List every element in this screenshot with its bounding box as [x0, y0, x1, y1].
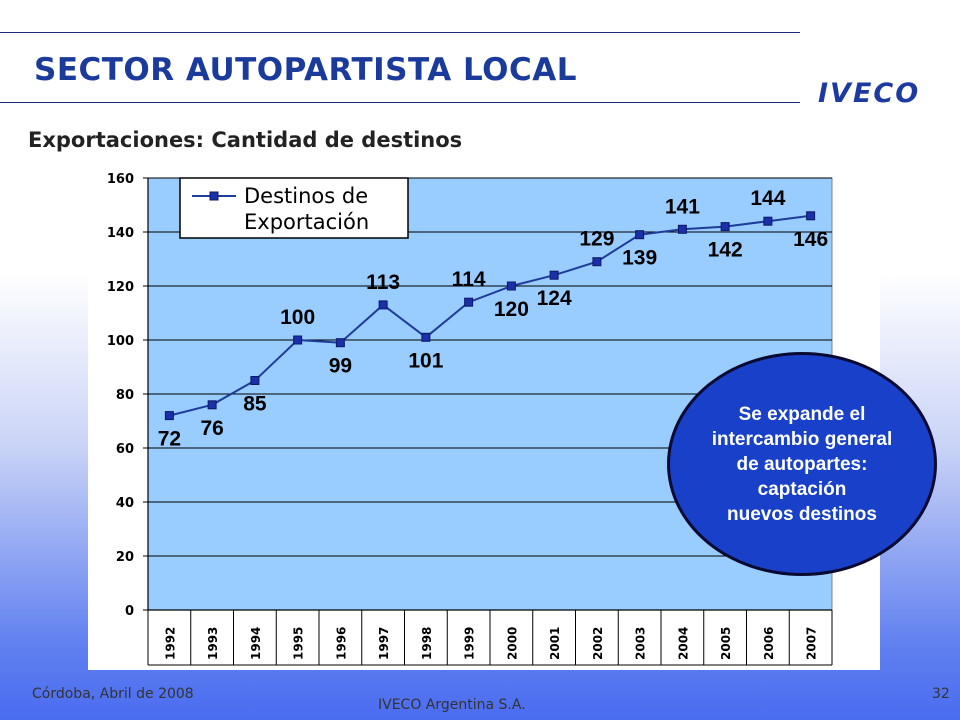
- x-tick-label: 2002: [591, 627, 605, 660]
- data-point-marker: [720, 222, 730, 232]
- data-point-marker: [506, 281, 516, 291]
- y-tick-label: 60: [116, 442, 134, 457]
- data-point-marker: [164, 411, 174, 421]
- x-tick-label: 1994: [249, 627, 263, 660]
- callout-bubble: Se expande el intercambio general de aut…: [667, 352, 937, 576]
- data-label: 139: [622, 247, 657, 270]
- x-tick-label: 2007: [805, 627, 819, 660]
- data-point-marker: [207, 400, 217, 410]
- x-tick-label: 1999: [463, 627, 477, 660]
- data-label: 100: [280, 306, 315, 329]
- header-rule-top: [0, 32, 800, 33]
- data-point-marker: [592, 257, 602, 267]
- data-label: 85: [243, 393, 267, 416]
- data-label: 76: [200, 417, 223, 440]
- legend-box: [179, 177, 409, 239]
- iveco-logo: IVECO: [818, 78, 921, 109]
- data-point-marker: [763, 216, 773, 226]
- y-tick-label: 100: [107, 334, 134, 349]
- data-label: 114: [452, 268, 486, 291]
- data-point-marker: [421, 332, 431, 342]
- x-tick-label: 2004: [676, 627, 690, 660]
- data-label: 101: [408, 349, 443, 372]
- section-subtitle: Exportaciones: Cantidad de destinos: [28, 128, 463, 152]
- data-label: 99: [329, 355, 352, 378]
- data-label: 146: [793, 228, 828, 251]
- header-rule-bottom: [0, 102, 800, 103]
- y-tick-label: 140: [107, 226, 134, 241]
- data-label: 129: [579, 228, 614, 251]
- x-tick-label: 2003: [634, 627, 648, 660]
- data-point-marker: [335, 338, 345, 348]
- page-number: 32: [932, 686, 950, 702]
- data-point-marker: [806, 211, 816, 221]
- data-label: 144: [750, 187, 785, 210]
- x-tick-label: 1998: [420, 627, 434, 660]
- y-tick-label: 0: [125, 604, 134, 619]
- data-label: 141: [665, 195, 700, 218]
- y-tick-label: 160: [107, 172, 134, 187]
- y-tick-label: 120: [107, 280, 134, 295]
- legend-label-line1: Destinos de: [244, 184, 368, 208]
- page-title: SECTOR AUTOPARTISTA LOCAL: [34, 52, 577, 88]
- data-label: 120: [494, 298, 529, 321]
- data-label: 113: [366, 271, 400, 294]
- x-tick-label: 1993: [206, 627, 220, 660]
- data-point-marker: [464, 297, 474, 307]
- x-tick-label: 2001: [548, 627, 562, 660]
- x-tick-label: 2005: [719, 627, 733, 660]
- x-tick-label: 1997: [377, 627, 391, 660]
- y-tick-label: 40: [116, 496, 134, 511]
- x-tick-label: 2006: [762, 627, 776, 660]
- data-point-marker: [293, 335, 303, 345]
- y-tick-label: 80: [116, 388, 134, 403]
- legend-marker-sample: [209, 191, 219, 201]
- x-tick-label: 2000: [505, 627, 519, 660]
- data-label: 142: [708, 239, 743, 262]
- data-point-marker: [635, 230, 645, 240]
- data-point-marker: [378, 300, 388, 310]
- x-tick-label: 1996: [334, 627, 348, 660]
- x-tick-label: 1995: [292, 627, 306, 660]
- data-point-marker: [677, 224, 687, 234]
- x-tick-label: 1992: [163, 627, 177, 660]
- data-label: 72: [158, 428, 181, 451]
- data-point-marker: [549, 270, 559, 280]
- data-label: 124: [537, 287, 572, 310]
- footer-location-date: Córdoba, Abril de 2008: [32, 686, 194, 702]
- footer-company: IVECO Argentina S.A.: [378, 697, 526, 713]
- data-point-marker: [250, 376, 260, 385]
- series-line: [169, 214, 811, 417]
- y-tick-label: 20: [116, 550, 134, 565]
- callout-text: Se expande el intercambio general de aut…: [711, 403, 893, 525]
- legend-label-line2: Exportación: [244, 210, 369, 234]
